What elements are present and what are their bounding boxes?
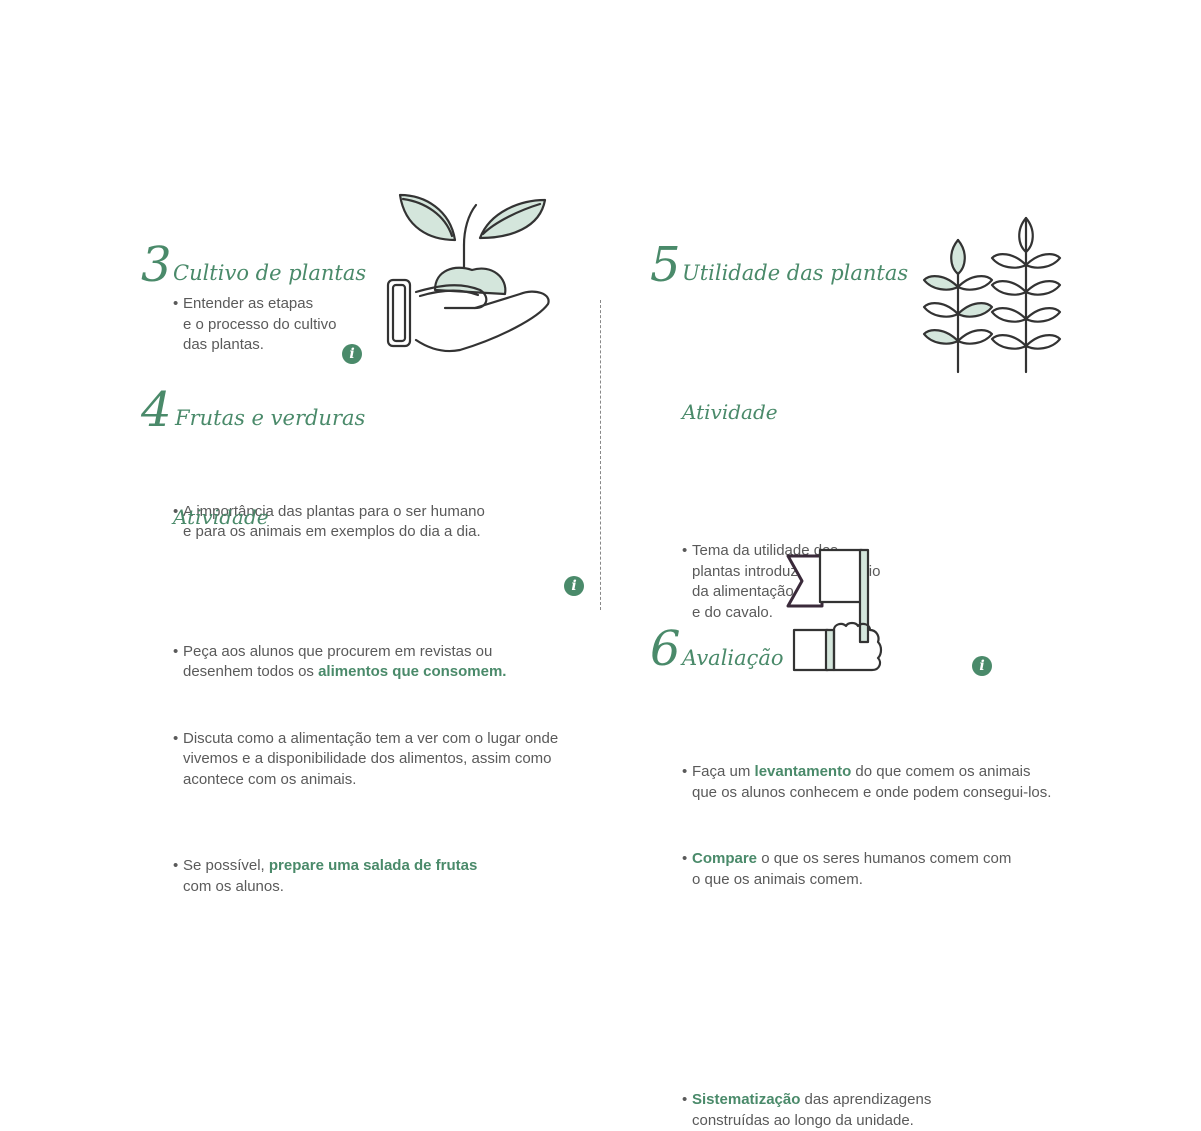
highlight-text: prepare uma salada de frutas — [269, 857, 477, 874]
bullet-line: Sistematização das aprendizagens — [692, 1090, 1201, 1111]
section-5-activity-bullet-2: Compare o que os seres humanos comem com… — [682, 849, 1201, 890]
section-6-title: Avaliação — [682, 648, 784, 669]
info-icon[interactable]: i — [342, 344, 362, 364]
highlight-text: alimentos que consomem. — [318, 663, 506, 680]
section-4-title: Frutas e verduras — [175, 408, 365, 429]
section-5-activity-bullet-1: Faça um levantamento do que comem os ani… — [682, 762, 1201, 803]
info-icon[interactable]: i — [564, 576, 584, 596]
flag-hand-icon — [782, 546, 892, 676]
section-5-bullet: Tema da utilidade das plantas introduzid… — [682, 541, 1201, 623]
bullet-line: que os alunos conhecem e onde podem cons… — [692, 783, 1201, 804]
section-4-number: 4 — [141, 386, 172, 434]
info-icon[interactable]: i — [972, 656, 992, 676]
highlight-text: levantamento — [755, 763, 852, 780]
highlight-text: Compare — [692, 850, 757, 867]
bullet-line: Discuta como a alimentação tem a ver com… — [183, 729, 1201, 750]
bullet-text: Faça um — [692, 763, 755, 780]
column-divider — [600, 300, 601, 610]
bullet-line: da alimentação da girafa — [692, 582, 1201, 603]
section-6-bullet: Sistematização das aprendizagens constru… — [682, 1090, 1201, 1131]
section-4-bullet: A importância das plantas para o ser hum… — [173, 502, 1201, 543]
hand-with-sprout-icon — [380, 190, 560, 360]
wheat-stalks-icon — [920, 212, 1065, 374]
section-5-activity-heading: Atividade — [682, 402, 778, 422]
bullet-line: Tema da utilidade das — [692, 541, 1201, 562]
highlight-text: Sistematização — [692, 1091, 800, 1108]
bullet-line: construídas ao longo da unidade. — [692, 1111, 1201, 1131]
bullet-text: das aprendizagens — [800, 1091, 931, 1108]
section-3-title: Cultivo de plantas — [173, 263, 366, 284]
bullet-text: o que os seres humanos comem com — [757, 850, 1011, 867]
section-5-title: Utilidade das plantas — [682, 263, 908, 284]
section-6-number: 6 — [650, 625, 681, 673]
section-3-number: 3 — [141, 241, 172, 289]
bullet-text: desenhem todos os — [183, 663, 318, 680]
bullet-line: Faça um levantamento do que comem os ani… — [692, 762, 1201, 783]
bullet-line: e do cavalo. — [692, 603, 1201, 624]
bullet-line: e para os animais em exemplos do dia a d… — [183, 522, 1201, 543]
section-4-activity-heading: Atividade — [173, 507, 269, 527]
section-5-number: 5 — [650, 241, 681, 289]
bullet-text: do que comem os animais — [851, 763, 1030, 780]
bullet-line: o que os animais comem. — [692, 870, 1201, 891]
bullet-line: plantas introduzido por meio — [692, 562, 1201, 583]
bullet-text: Se possível, — [183, 857, 269, 874]
bullet-line: Compare o que os seres humanos comem com — [692, 849, 1201, 870]
bullet-line: A importância das plantas para o ser hum… — [183, 502, 1201, 523]
